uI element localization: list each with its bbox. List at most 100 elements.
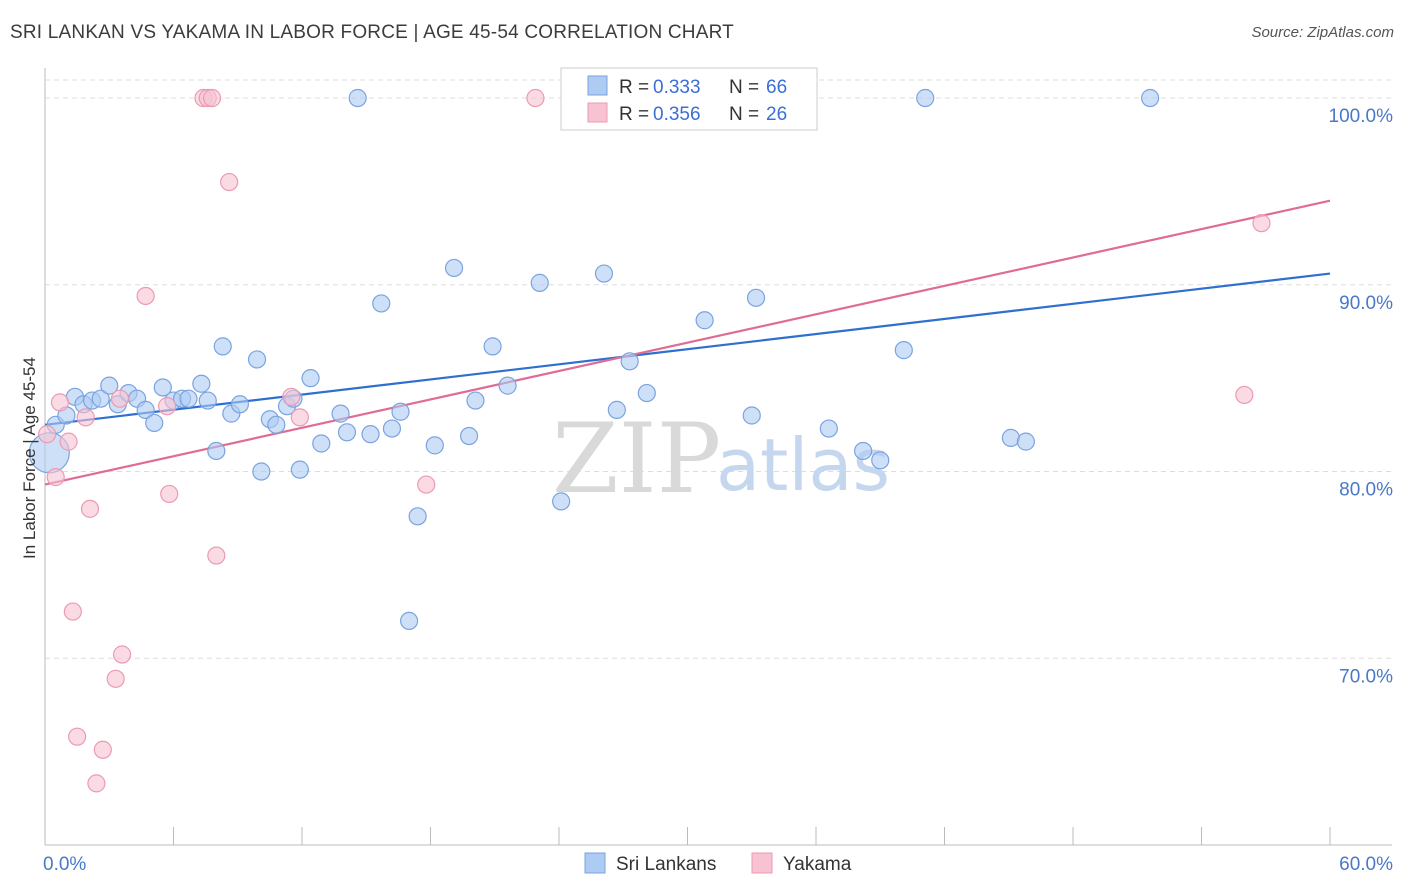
yakama-point-19 [207, 546, 226, 565]
data-points [28, 88, 1271, 793]
sri-lankans-point-17 [192, 374, 211, 393]
sri-lankans-point-64 [1016, 432, 1035, 451]
sri-lankans-point-7 [100, 376, 119, 395]
sri-lankans-point-19 [207, 441, 226, 461]
legend-n-label-1: N = [729, 77, 759, 98]
yakama-point-2 [50, 393, 70, 412]
yakama-point-3 [59, 432, 78, 451]
sri-lankans-point-62 [916, 88, 935, 108]
sri-lankans-point-11 [136, 400, 155, 419]
yakama-point-20 [220, 172, 239, 192]
y-tick-label-3: 100.0% [1329, 106, 1394, 127]
x-tick-label-1: 60.0% [1339, 854, 1393, 875]
sri-lankans-point-53 [637, 383, 656, 403]
legend-r-label-2: R = [619, 104, 649, 125]
sri-lankans-point-12 [145, 413, 164, 433]
sri-lankans-point-30 [301, 369, 320, 388]
sri-lankans-point-60 [871, 451, 890, 470]
sri-lankans-point-41 [425, 436, 444, 455]
sri-lankans-point-54 [695, 311, 714, 330]
yakama-point-18 [202, 88, 222, 108]
sri-lankans-point-31 [312, 434, 331, 453]
sri-lankans-point-42 [444, 258, 464, 278]
legend-box: R = 0.333 N = 66 R = 0.356 N = 26 [560, 67, 818, 131]
yakama-point-14 [157, 397, 177, 416]
sri-lankans-point-47 [530, 273, 549, 292]
yakama-point-21 [282, 387, 301, 406]
bottom-legend-yakama: Yakama [783, 854, 852, 875]
legend-swatch-yakama [587, 102, 608, 123]
watermark: ZIP atlas [552, 403, 890, 515]
yakama-point-7 [80, 499, 100, 518]
sri-lankans-point-43 [459, 426, 479, 446]
sri-lankans-point-40 [408, 507, 427, 526]
yakama-point-11 [110, 389, 130, 408]
sri-lankans-point-51 [607, 400, 626, 419]
legend-r-label-1: R = [619, 77, 649, 98]
sri-lankans-point-39 [399, 611, 419, 631]
yakama-point-22 [290, 408, 309, 427]
yakama-point-10 [106, 669, 125, 688]
sri-lankans-point-45 [483, 337, 502, 356]
sri-lankans-point-33 [337, 423, 357, 442]
sri-lankans-point-61 [894, 341, 913, 360]
sri-lankans-point-32 [331, 404, 350, 423]
sri-lankans-point-48 [552, 492, 571, 511]
sri-lankans-point-59 [854, 441, 873, 461]
sri-lankans-point-20 [213, 337, 232, 356]
sri-lankans-point-36 [372, 294, 391, 313]
yakama-point-23 [417, 475, 436, 494]
y-tick-labels: 70.0% 80.0% 90.0% 100.0% [1329, 106, 1394, 687]
yakama-point-8 [87, 774, 106, 793]
y-tick-label-0: 70.0% [1339, 666, 1393, 687]
sri-lankans-point-55 [742, 406, 761, 425]
y-axis-title: In Labor Force | Age 45-54 [20, 357, 39, 559]
sri-lankans-point-35 [361, 425, 380, 444]
y-tick-label-2: 90.0% [1339, 293, 1393, 314]
sri-lankans-point-52 [620, 352, 639, 371]
yakama-point-12 [112, 645, 132, 664]
yakama-point-26 [1252, 214, 1271, 233]
bottom-legend-swatch-yakama [751, 852, 773, 874]
sri-lankans-point-46 [498, 376, 517, 395]
grid-lines [45, 79, 1392, 659]
legend-n-value-2: 26 [766, 104, 787, 125]
sri-lankans-point-50 [594, 264, 614, 283]
yakama-point-5 [68, 727, 87, 746]
y-tick-label-1: 80.0% [1339, 480, 1393, 501]
sri-lankans-point-58 [819, 419, 838, 438]
watermark-atlas-text: atlas [716, 423, 890, 507]
x-tick-label-0: 0.0% [43, 854, 86, 875]
yakama-point-0 [38, 425, 57, 444]
legend-swatch-sri-lankans [587, 75, 608, 96]
sri-lankans-point-26 [267, 415, 286, 434]
sri-lankans-point-23 [247, 350, 267, 369]
sri-lankans-point-13 [153, 378, 172, 397]
bottom-legend-swatch-sri-lankans [584, 852, 606, 874]
sri-lankans-trend-line [44, 272, 1331, 426]
sri-lankans-point-16 [179, 389, 198, 408]
yakama-point-13 [136, 286, 155, 306]
yakama-point-24 [526, 88, 545, 108]
legend-r-value-1: 0.333 [653, 77, 701, 98]
bottom-legend-sri-lankans: Sri Lankans [616, 854, 716, 875]
sri-lankans-point-63 [1001, 428, 1020, 447]
sri-lankans-point-44 [466, 391, 485, 410]
sri-lankans-point-29 [290, 460, 309, 479]
sri-lankans-point-37 [382, 419, 402, 438]
source-label: Source: ZipAtlas.com [1251, 24, 1394, 41]
sri-lankans-point-6 [91, 389, 110, 408]
yakama-point-6 [76, 408, 95, 427]
sri-lankans-point-65 [1140, 88, 1160, 108]
sri-lankans-point-24 [252, 462, 271, 481]
yakama-point-4 [63, 602, 82, 621]
watermark-zip-text: ZIP [552, 403, 721, 515]
sri-lankans-point-22 [230, 395, 249, 414]
sri-lankans-point-38 [391, 402, 410, 421]
sri-lankans-point-18 [198, 391, 217, 410]
x-tick-labels: 0.0% 60.0% [43, 854, 1393, 875]
trend-lines [44, 199, 1331, 486]
legend-n-label-2: N = [729, 104, 759, 125]
yakama-trend-line [44, 199, 1331, 486]
